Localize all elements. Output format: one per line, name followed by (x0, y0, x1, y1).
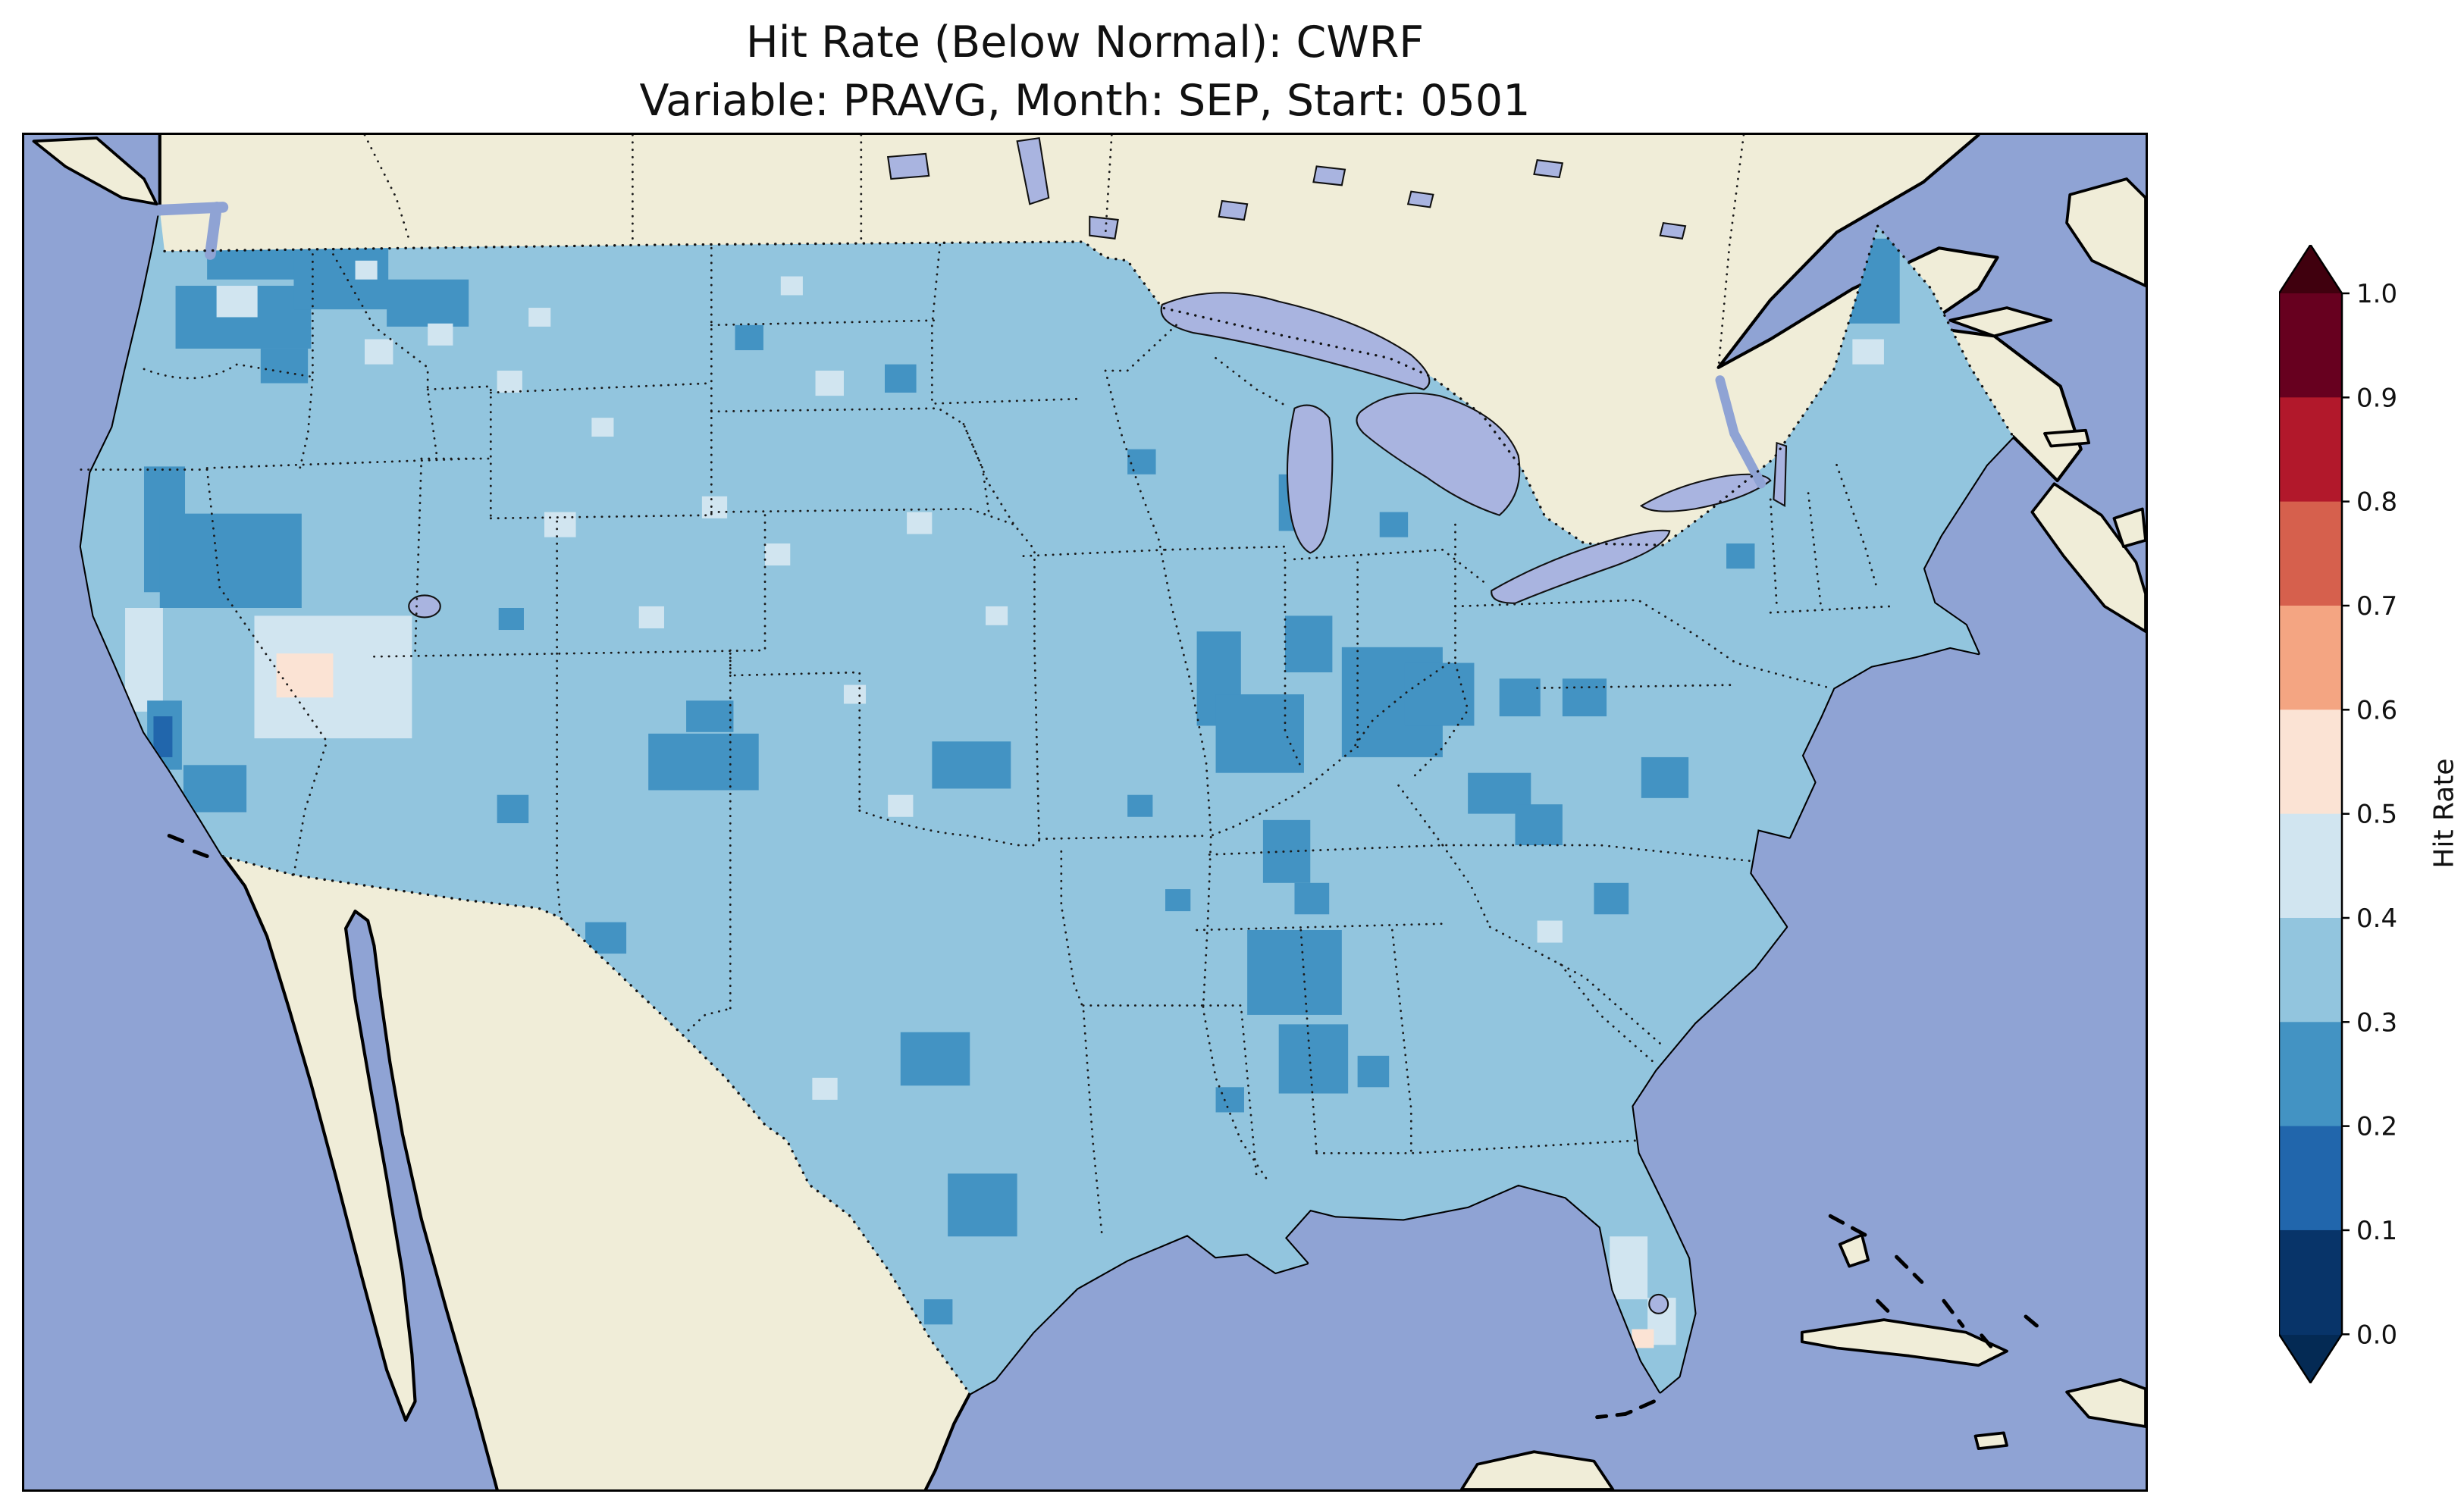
colorbar-segment (2279, 606, 2342, 710)
hit-rate-cell (735, 325, 763, 350)
hit-rate-cell (183, 765, 246, 812)
hit-rate-cell (1563, 678, 1607, 716)
lake-champlain (1773, 443, 1786, 506)
colorbar-segment (2279, 502, 2342, 606)
hit-rate-cell (781, 277, 803, 296)
hit-rate-cell (499, 608, 524, 630)
conus-map (24, 135, 2146, 1489)
colorbar-tick-label: 0.4 (2356, 904, 2397, 934)
hit-rate-cell (1610, 1236, 1647, 1299)
hit-rate-cell (1641, 757, 1688, 798)
figure-root: { "title": { "line1": "Hit Rate (Below N… (0, 0, 2464, 1494)
prince-edward-island (2045, 431, 2089, 446)
title-line-1: Hit Rate (Below Normal): CWRF (22, 14, 2148, 72)
title-line-2: Variable: PRAVG, Month: SEP, Start: 0501 (22, 72, 2148, 130)
hit-rate-cell (686, 700, 733, 731)
hit-rate-cell (948, 1173, 1017, 1236)
hit-rate-cell (1247, 930, 1342, 1015)
colorbar-segments (2279, 293, 2342, 1335)
hit-rate-cell (261, 349, 308, 384)
colorbar-segment (2279, 293, 2342, 398)
hit-rate-cell (356, 261, 378, 280)
hit-rate-cell (1405, 663, 1474, 726)
hit-rate-cell (1285, 615, 1332, 672)
hit-rate-cell (1216, 1087, 1244, 1112)
colorbar-segment (2279, 1022, 2342, 1126)
colorbar-tick-label: 0.6 (2356, 695, 2397, 725)
figure-title: Hit Rate (Below Normal): CWRF Variable: … (22, 14, 2148, 130)
hit-rate-cell (497, 371, 522, 393)
colorbar-segment (2279, 814, 2342, 919)
hit-rate-cell (1263, 820, 1310, 883)
hit-rate-cell (1632, 1330, 1654, 1348)
hit-rate-cell (907, 512, 932, 534)
hit-rate-cell (639, 606, 664, 628)
hit-rate-cell (816, 371, 844, 396)
hit-rate-cell (812, 1078, 837, 1100)
hit-rate-cell (1726, 543, 1754, 568)
hit-rate-cell (497, 795, 529, 823)
hit-rate-cell (1500, 678, 1541, 716)
hit-rate-cell (932, 741, 1011, 788)
colorbar-segment (2279, 918, 2342, 1023)
hit-rate-cell (160, 514, 302, 608)
colorbar-tick-label: 0.0 (2356, 1320, 2397, 1350)
colorbar-under-arrow (2279, 1334, 2342, 1383)
hit-rate-cell (1594, 883, 1629, 914)
colorbar-label: Hit Rate (2429, 758, 2460, 868)
hit-rate-cell (765, 543, 790, 565)
lake-okeechobee (1649, 1295, 1668, 1314)
hit-rate-cell (924, 1299, 952, 1324)
colorbar-tick-label: 0.3 (2356, 1007, 2397, 1038)
colorbar-tick-label: 0.9 (2356, 383, 2397, 413)
hit-rate-cell (1279, 1024, 1348, 1093)
colorbar-tick-label: 1.0 (2356, 279, 2397, 309)
hit-rate-cell (1127, 795, 1152, 817)
hit-rate-cell (125, 608, 163, 712)
hit-rate-cell (1216, 694, 1304, 773)
colorbar-tick-label: 0.7 (2356, 591, 2397, 622)
hit-rate-cell (365, 340, 393, 365)
map-axes (22, 133, 2148, 1492)
colorbar-tick-label: 0.5 (2356, 800, 2397, 830)
hit-rate-cell (885, 365, 917, 393)
hit-rate-cell (387, 280, 469, 327)
hit-rate-cell (1358, 1056, 1390, 1087)
hit-rate-cell (1852, 340, 1884, 365)
colorbar-segment (2279, 1230, 2342, 1335)
hit-rate-cell (1165, 889, 1190, 911)
great-salt-lake (409, 595, 440, 617)
hit-rate-cell (901, 1032, 970, 1085)
hit-rate-cell (528, 308, 550, 327)
hit-rate-cell (1380, 512, 1408, 537)
colorbar-tick-label: 0.2 (2356, 1112, 2397, 1142)
hit-rate-cell (1538, 921, 1563, 943)
colorbar-ticks: 1.0 0.9 0.8 0.7 0.6 0.5 0.4 0.3 0.2 0.1 0.0 (2342, 279, 2397, 1350)
colorbar-tick-label: 0.1 (2356, 1216, 2397, 1246)
hit-rate-cell (544, 512, 576, 537)
colorbar-over-arrow (2279, 245, 2342, 293)
hit-rate-cell (591, 418, 613, 437)
hit-rate-cell (844, 685, 866, 704)
colorbar-segment (2279, 709, 2342, 814)
hit-rate-cell (1127, 449, 1155, 475)
hit-rate-cell (986, 606, 1008, 625)
jamaica (1975, 1433, 2007, 1449)
hit-rate-cell (217, 286, 258, 317)
colorbar-tick-label: 0.8 (2356, 487, 2397, 518)
hit-rate-cell (1294, 883, 1329, 914)
colorbar-segment (2279, 1126, 2342, 1231)
hit-rate-cell (428, 324, 453, 346)
hit-rate-cell (1515, 804, 1562, 845)
hit-rate-cell (648, 734, 759, 791)
hit-rate-cell (888, 795, 913, 817)
hit-rate-cell (277, 653, 334, 697)
colorbar-segment (2279, 397, 2342, 502)
lake-michigan (1287, 406, 1332, 553)
